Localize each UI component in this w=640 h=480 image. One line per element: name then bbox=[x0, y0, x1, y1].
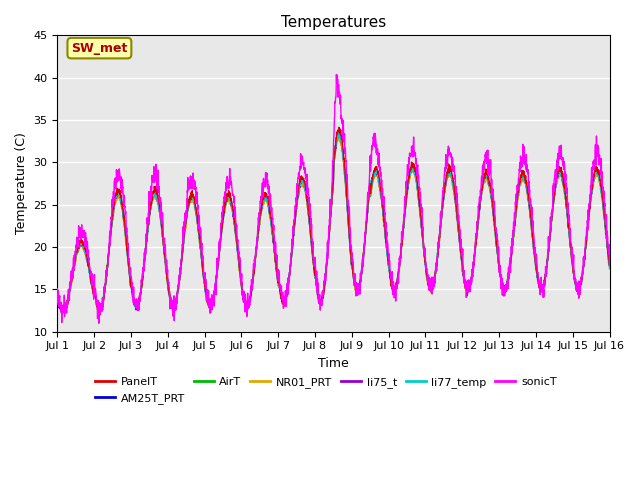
Legend: PanelT, AM25T_PRT, AirT, NR01_PRT, li75_t, li77_temp, sonicT: PanelT, AM25T_PRT, AirT, NR01_PRT, li75_… bbox=[91, 373, 561, 408]
Title: Temperatures: Temperatures bbox=[281, 15, 386, 30]
Text: SW_met: SW_met bbox=[71, 42, 127, 55]
X-axis label: Time: Time bbox=[318, 357, 349, 370]
Y-axis label: Temperature (C): Temperature (C) bbox=[15, 132, 28, 234]
